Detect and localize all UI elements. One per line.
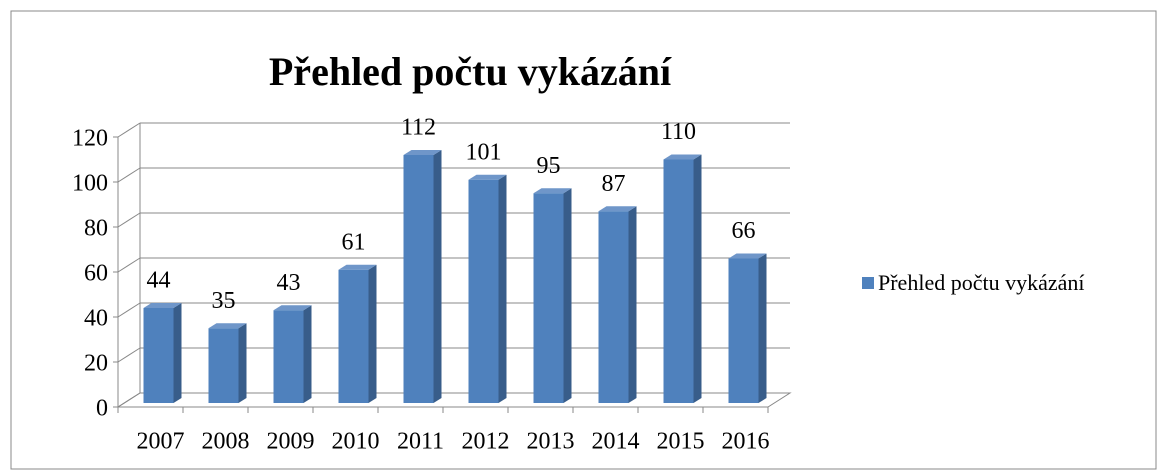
data-label: 95 [537,153,561,179]
bar [338,269,369,403]
data-label: 35 [212,288,236,314]
y-tick-label: 80 [84,216,108,242]
bar [403,155,434,403]
x-tick-label: 2013 [527,429,575,455]
x-tick-label: 2011 [397,429,444,455]
legend-label: Přehled počtu vykázání [878,270,1085,295]
data-label: 61 [342,229,366,255]
grid-line-side [117,347,141,363]
x-tick-label: 2015 [657,429,705,455]
legend-swatch [862,277,874,289]
x-tick-label: 2007 [137,429,185,455]
bar [533,193,564,403]
data-label: 110 [661,119,696,145]
bar-top [403,150,442,155]
y-tick-label: 40 [84,306,108,332]
grid-line-side [117,392,141,408]
x-tick-label: 2009 [267,429,315,455]
bar [663,159,694,403]
y-tick-label: 20 [84,351,108,377]
x-tick-label: 2010 [332,429,380,455]
bar-top [728,253,767,259]
data-label: 66 [732,218,756,244]
grid-line-side [117,212,141,228]
x-tick-label: 2012 [462,429,510,455]
y-tick-label: 0 [96,396,108,422]
bar [143,308,174,403]
data-label: 87 [602,171,626,197]
bar-top [533,188,572,194]
bar-top [208,323,247,329]
bar-side [368,264,377,403]
bar [468,179,499,403]
bar-side [498,174,507,403]
chart-title: Přehled počtu vykázání [269,49,672,94]
y-tick-label: 120 [72,126,108,152]
x-tick-label: 2016 [722,429,770,455]
bar-top [663,154,702,160]
bar-side [758,253,767,403]
bar-top [468,174,507,180]
x-tick-label: 2014 [592,429,640,455]
grid-line-side [117,257,141,273]
data-label: 44 [147,268,171,294]
bar-side [693,154,702,403]
bar [273,310,304,403]
bar-side [433,150,442,403]
bar-top [273,305,312,311]
bar-top [338,264,377,270]
data-label: 112 [401,115,436,141]
data-label: 43 [277,270,301,296]
bar [208,328,239,403]
bar [728,258,759,403]
data-label: 101 [466,139,502,165]
grid-line-side [117,302,141,318]
bar-side [238,323,247,403]
y-tick-label: 60 [84,261,108,287]
bar-top [143,303,182,308]
bar-side [628,206,637,403]
grid-line-side [117,122,141,138]
bar [598,211,629,403]
bar-side [563,188,572,403]
bar-top [598,206,637,212]
bar-side [173,303,182,403]
grid-line-side [117,167,141,183]
bar-side [303,305,312,403]
x-tick-label: 2008 [202,429,250,455]
y-tick-label: 100 [72,171,108,197]
